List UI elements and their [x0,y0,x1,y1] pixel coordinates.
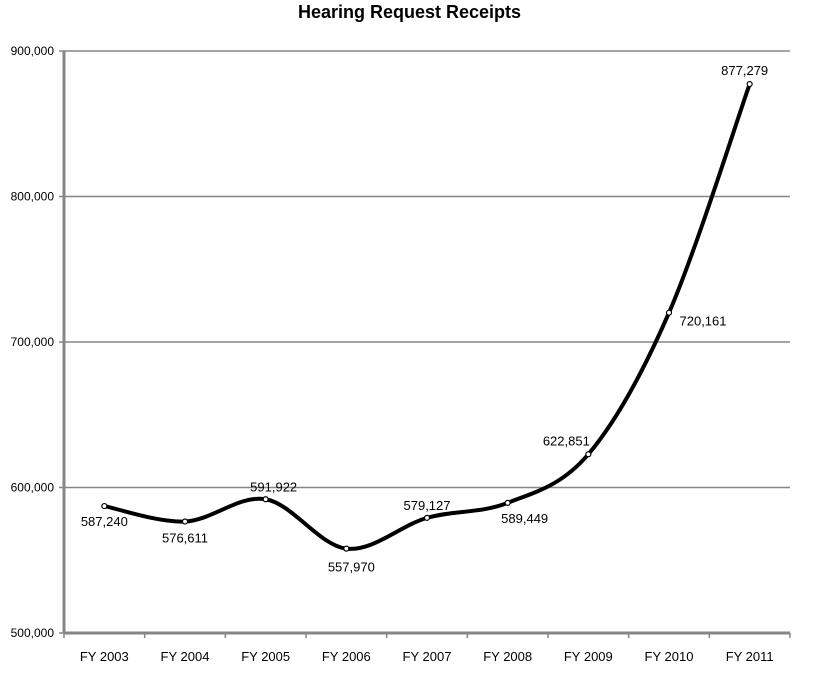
data-point-marker [101,502,108,510]
y-tick-label: 800,000 [11,190,55,204]
data-labels: 587,240 576,611 591,922 557,970 579,127 589,4… [81,63,768,575]
x-tick-label: FY 2005 [241,649,290,664]
y-tick-label: 600,000 [11,481,55,495]
data-line [102,82,752,551]
gridlines [59,50,790,634]
data-label: 622,851 [543,433,590,448]
y-tick-label: 900,000 [11,44,55,58]
x-tick-label: FY 2007 [403,649,452,664]
data-point-marker [665,309,673,316]
x-tick-label: FY 2006 [322,649,371,664]
y-tick-label: 500,000 [11,626,55,640]
data-label: 877,279 [721,63,768,78]
data-point-marker [746,80,753,88]
y-tick-label: 700,000 [11,335,55,349]
data-point-marker [585,451,592,458]
data-label: 576,611 [162,531,208,546]
y-axis-labels: 500,000 600,000 700,000 800,000 900,000 [11,44,55,640]
data-label: 720,161 [680,314,727,329]
data-point-marker [262,496,269,503]
x-tick-label: FY 2004 [161,649,210,664]
x-tick-label: FY 2008 [483,649,532,664]
x-tick-label: FY 2011 [726,649,774,664]
data-point-marker [181,518,189,525]
data-label: 557,970 [328,560,375,575]
data-markers [101,80,753,552]
data-label: 589,449 [501,511,548,526]
data-label: 579,127 [404,498,451,513]
x-axis-labels: FY 2003 FY 2004 FY 2005 FY 2006 FY 2007 FY 20… [80,649,774,664]
axes [62,51,791,638]
data-label: 591,922 [250,479,297,494]
data-label: 587,240 [81,514,128,529]
data-point-marker [504,499,511,506]
x-tick-label: FY 2009 [564,649,613,664]
data-point-marker [343,545,350,552]
chart-title: Hearing Request Receipts [297,2,522,22]
x-tick-label: FY 2010 [645,649,694,664]
x-tick-label: FY 2003 [80,649,129,664]
data-point-marker [423,514,431,521]
